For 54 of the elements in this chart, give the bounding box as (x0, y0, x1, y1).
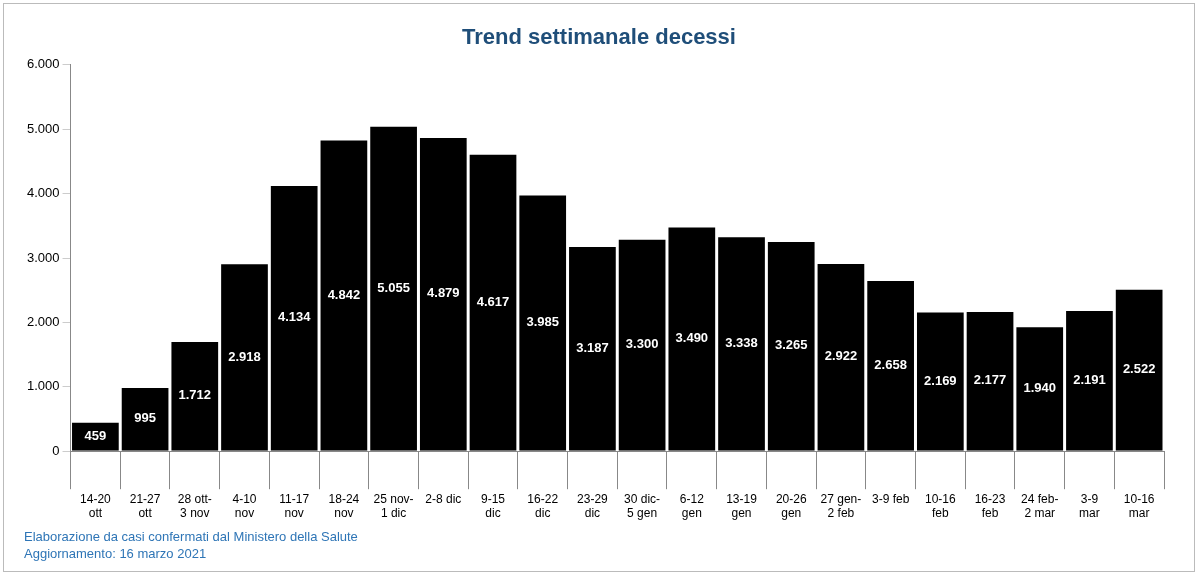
data-label: 3.187 (576, 339, 609, 355)
data-label: 3.985 (526, 314, 559, 330)
data-label: 1.712 (178, 387, 212, 403)
data-label: 3.338 (725, 335, 758, 351)
y-tick-label: 2.000 (26, 313, 60, 329)
y-tick-label: 1.000 (26, 378, 60, 394)
data-label: 3.300 (625, 336, 659, 352)
data-label: 1.940 (1023, 380, 1057, 396)
x-tick-label: 3-9 feb (871, 491, 910, 506)
y-tick-label: 0 (52, 442, 60, 458)
x-tick-label: 25 nov- 1 dic (373, 491, 414, 521)
y-tick-label: 4.000 (26, 185, 60, 201)
data-label: 2.177 (973, 372, 1007, 388)
data-label: 4.879 (427, 285, 460, 301)
data-label: 4.134 (277, 309, 312, 325)
x-tick-label: 18-24 nov (328, 491, 360, 521)
data-label: 2.191 (1073, 371, 1106, 387)
x-tick-label: 9-15 dic (480, 491, 506, 521)
x-tick-label: 3-9 mar (1079, 491, 1100, 521)
x-tick-label: 21-27 ott (129, 491, 161, 521)
data-label: 2.169 (924, 372, 957, 388)
x-tick-label: 28 ott- 3 nov (177, 491, 212, 521)
data-label: 3.490 (675, 330, 709, 346)
y-tick-label: 6.000 (26, 56, 60, 72)
y-tick-label: 5.000 (26, 120, 60, 136)
data-label: 3.265 (774, 337, 808, 353)
data-label: 2.922 (824, 348, 858, 364)
x-tick-label: 6-12 gen (679, 491, 705, 521)
x-tick-label: 20-26 gen (775, 491, 807, 521)
data-label: 459 (84, 427, 107, 443)
x-tick-label: 2-8 dic (425, 491, 462, 506)
data-label: 995 (134, 410, 156, 426)
x-tick-label: 10-16 mar (1123, 491, 1155, 521)
data-label: 5.055 (377, 279, 410, 295)
x-tick-label: 23-29 dic (577, 491, 609, 521)
data-label: 2.918 (228, 348, 261, 364)
x-tick-label: 13-19 gen (726, 491, 758, 521)
text: Elaborazione da casi confermati dal Ministero della Salute (24, 528, 358, 545)
text: Aggiornamento: 16 marzo 2021 (24, 545, 208, 562)
x-tick-label: 24 feb- 2 mar (1021, 491, 1059, 521)
x-tick-label: 11-17 nov (279, 491, 310, 521)
data-label: 4.842 (327, 286, 361, 302)
x-tick-label: 30 dic- 5 gen (624, 491, 661, 521)
data-label: 4.617 (476, 293, 510, 309)
x-tick-label: 4-10 nov (232, 491, 257, 521)
x-tick-label: 27 gen- 2 feb (820, 491, 862, 521)
x-tick-label: 10-16 feb (924, 491, 956, 521)
x-tick-label: 16-22 dic (527, 491, 559, 521)
y-tick-label: 3.000 (26, 249, 60, 265)
x-tick-label: 16-23 feb (974, 491, 1006, 521)
x-tick-label: 14-20 ott (80, 491, 112, 521)
data-label: 2.658 (874, 356, 907, 372)
data-label: 2.522 (1122, 361, 1156, 377)
chart-title: Trend settimanale decessi (461, 24, 737, 50)
